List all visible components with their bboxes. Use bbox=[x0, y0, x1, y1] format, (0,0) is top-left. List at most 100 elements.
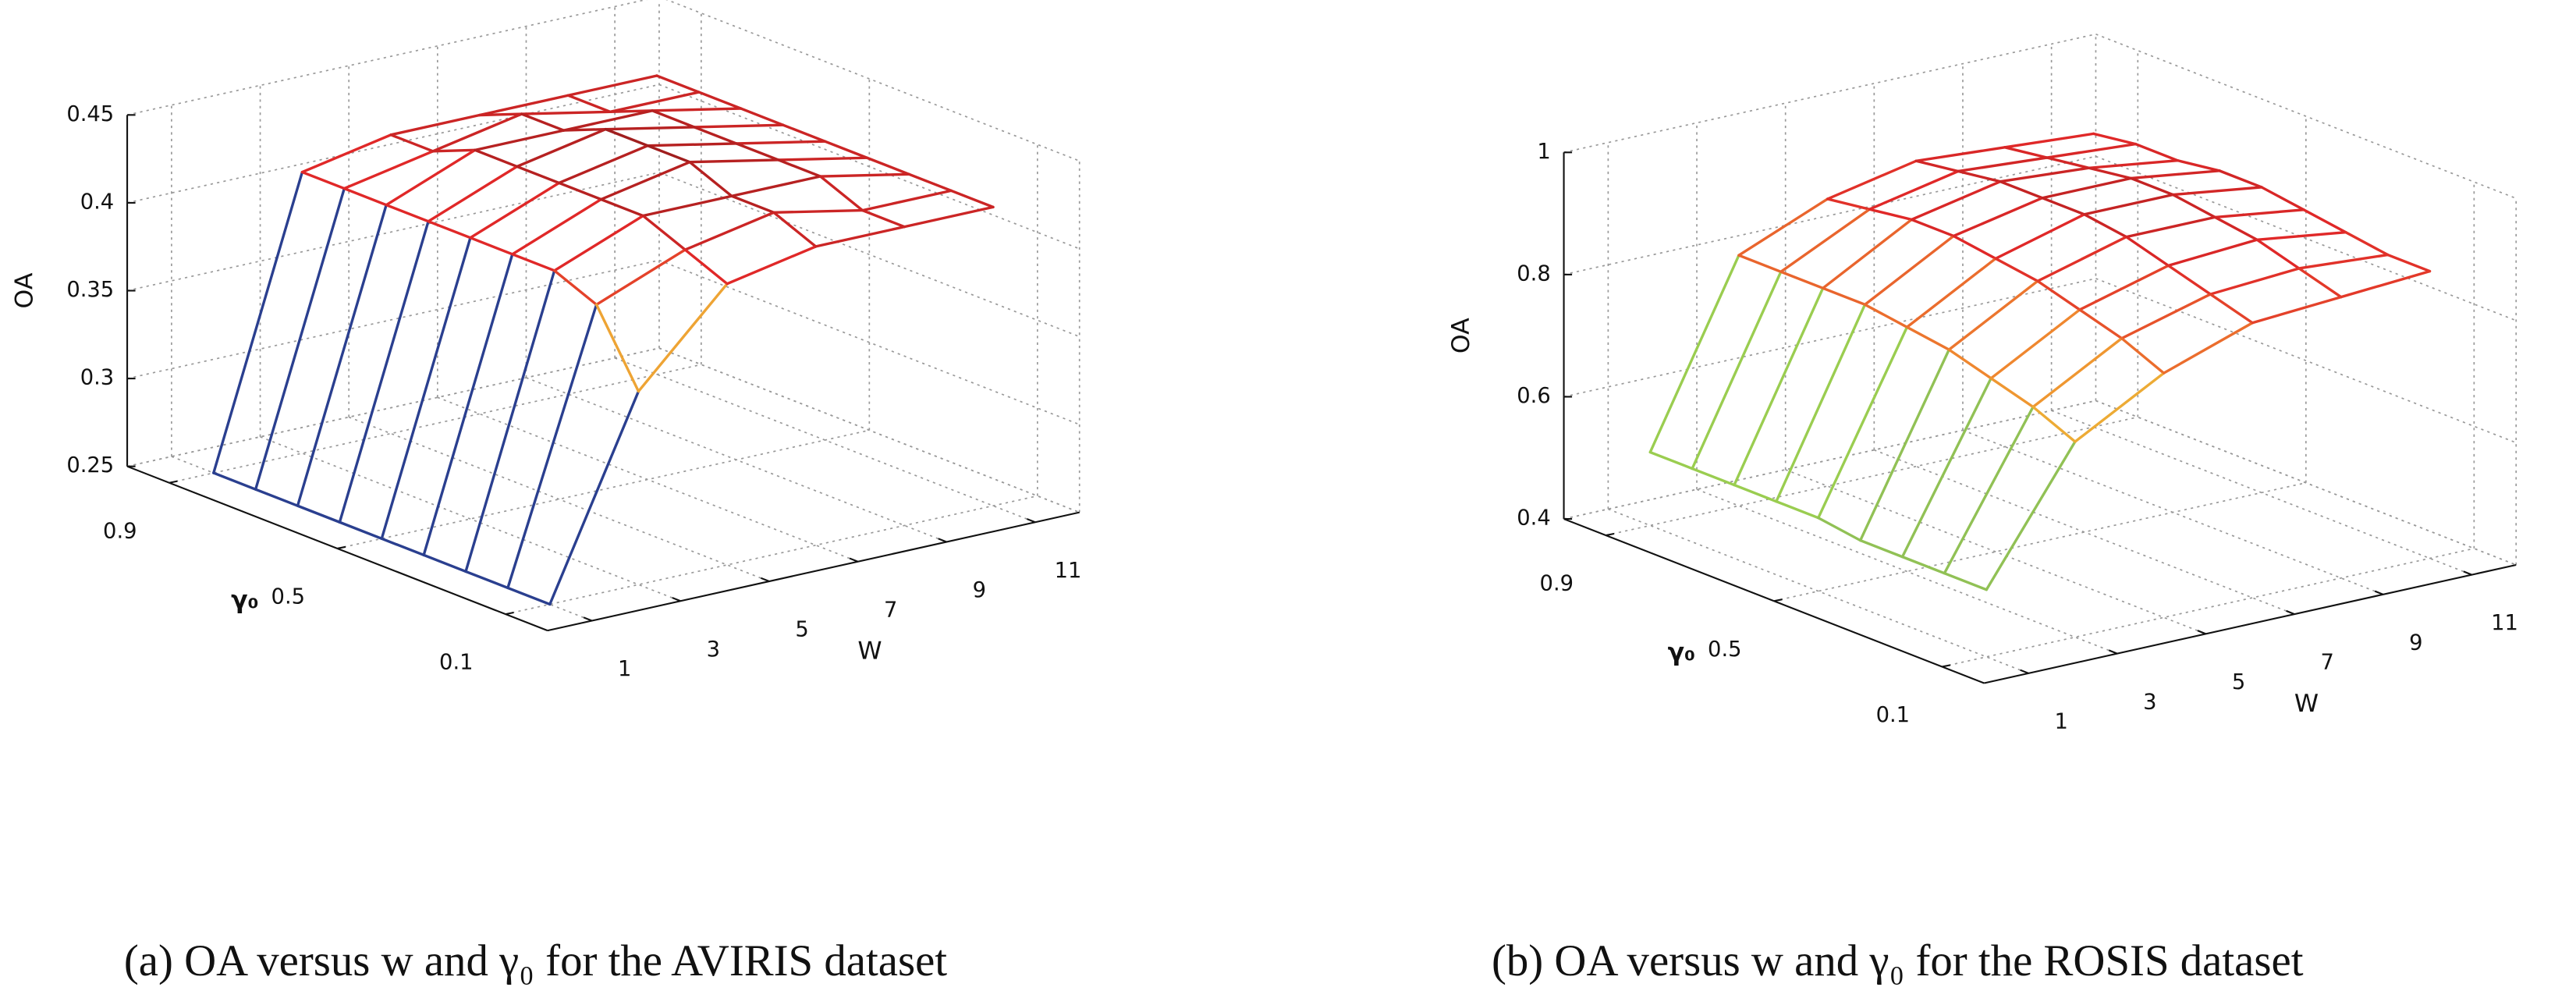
grid-line bbox=[665, 0, 1080, 162]
mesh-edge bbox=[2255, 230, 2347, 241]
mesh-edge bbox=[2031, 405, 2077, 443]
grid-line bbox=[1563, 33, 2096, 154]
mesh-edge bbox=[2003, 146, 2049, 159]
mesh-edge bbox=[1737, 254, 1783, 273]
mesh-edge bbox=[1863, 303, 1909, 328]
grid-line bbox=[260, 436, 681, 602]
x-tick bbox=[2020, 669, 2029, 674]
x-axis-label: W bbox=[857, 637, 882, 666]
mesh-edge bbox=[385, 203, 430, 223]
mesh-edge bbox=[422, 553, 467, 574]
grid-line bbox=[126, 172, 660, 292]
mesh-edge bbox=[693, 123, 785, 129]
y-tick bbox=[169, 480, 178, 484]
mesh-edge bbox=[814, 225, 907, 248]
mesh-edge bbox=[1775, 499, 1820, 520]
x-tick bbox=[849, 557, 858, 563]
mesh-edge bbox=[1952, 197, 2044, 238]
z-axis-label: OA bbox=[11, 272, 39, 308]
mesh-edge bbox=[506, 586, 552, 606]
mesh-edge bbox=[609, 91, 701, 114]
mesh-edge bbox=[254, 488, 300, 507]
mesh-edge bbox=[2078, 308, 2124, 340]
mesh-edge bbox=[1957, 169, 2002, 183]
x-tick bbox=[761, 577, 770, 582]
mesh-edge bbox=[2087, 166, 2133, 180]
mesh-edge bbox=[2083, 193, 2175, 216]
mesh-edge bbox=[380, 537, 425, 557]
x-tick-label: 9 bbox=[2409, 630, 2422, 655]
mesh-edge bbox=[2176, 158, 2221, 172]
y-tick bbox=[1606, 532, 1615, 537]
grid-line bbox=[437, 396, 858, 563]
x-axis-label: W bbox=[2294, 690, 2319, 718]
mesh-edge bbox=[2078, 264, 2170, 311]
mesh-edge bbox=[1826, 159, 1918, 201]
mesh-edge bbox=[427, 220, 472, 240]
grid-line bbox=[348, 416, 770, 582]
mesh-edge bbox=[772, 211, 818, 248]
mesh-edge bbox=[2166, 238, 2258, 268]
grid-line bbox=[658, 172, 1080, 338]
mesh-edge bbox=[1868, 208, 1914, 222]
mesh-edge bbox=[212, 170, 304, 474]
mesh-edge bbox=[506, 303, 598, 590]
mesh-edge bbox=[1914, 159, 1960, 173]
mesh-edge bbox=[552, 269, 598, 307]
z-tick-label: 1 bbox=[1537, 140, 1550, 164]
mesh-edge bbox=[2171, 193, 2216, 219]
mesh-edge bbox=[2209, 267, 2301, 296]
mesh-edge bbox=[338, 220, 430, 524]
mesh-edge bbox=[777, 156, 869, 162]
mesh-edge bbox=[949, 189, 995, 209]
grid-line bbox=[126, 347, 660, 467]
x-tick bbox=[2197, 630, 2206, 635]
grid-line bbox=[337, 429, 870, 549]
mesh-edge bbox=[1733, 483, 1778, 503]
mesh-edge bbox=[474, 148, 519, 169]
mesh-edge bbox=[818, 175, 864, 212]
mesh-edge bbox=[1817, 325, 1909, 520]
mesh-edge bbox=[641, 194, 733, 218]
mesh-edge bbox=[2209, 293, 2254, 325]
mesh-edge bbox=[683, 211, 775, 251]
mesh-edge bbox=[688, 161, 733, 197]
mesh-edge bbox=[903, 205, 995, 229]
mesh-edge bbox=[730, 194, 775, 215]
y-tick bbox=[337, 545, 346, 549]
mesh-edge bbox=[2297, 267, 2343, 299]
z-tick-label: 0.4 bbox=[1517, 506, 1551, 531]
mesh-edge bbox=[2344, 230, 2390, 257]
mesh-edge bbox=[604, 126, 696, 131]
mesh-edge bbox=[342, 150, 435, 190]
mesh-edge bbox=[552, 214, 645, 272]
mesh-edge bbox=[422, 253, 514, 557]
x-tick-label: 3 bbox=[707, 637, 720, 662]
z-tick-label: 0.45 bbox=[66, 102, 114, 126]
grid-line bbox=[169, 364, 702, 484]
mesh-edge bbox=[2171, 186, 2263, 197]
x-tick-label: 7 bbox=[2320, 651, 2333, 675]
mesh-edge bbox=[2036, 235, 2128, 282]
mesh-edge bbox=[1905, 325, 1950, 351]
y-tick-label: 0.1 bbox=[439, 651, 474, 675]
y-tick-label: 0.5 bbox=[271, 585, 306, 609]
mesh-edge bbox=[1863, 234, 1955, 307]
x-tick-label: 3 bbox=[2143, 690, 2156, 714]
mesh-edge bbox=[651, 107, 743, 112]
mesh-edge bbox=[520, 110, 612, 115]
mesh-edge bbox=[2386, 253, 2432, 273]
grid-line bbox=[1785, 469, 2206, 635]
mesh-edge bbox=[1989, 308, 2081, 380]
x-tick bbox=[2286, 609, 2295, 616]
y-tick bbox=[505, 611, 514, 616]
mesh-edge bbox=[557, 144, 649, 185]
z-tick-label: 0.6 bbox=[1517, 384, 1551, 408]
mesh-edge bbox=[296, 504, 342, 524]
mesh-edge bbox=[1779, 208, 1872, 273]
caption: (a) OA versus w and γ₀ for the AVIRIS da… bbox=[124, 936, 947, 985]
mesh-edge bbox=[740, 107, 785, 126]
mesh-edge bbox=[907, 172, 953, 193]
mesh-edge bbox=[342, 186, 388, 207]
mesh-edge bbox=[1779, 270, 1825, 289]
